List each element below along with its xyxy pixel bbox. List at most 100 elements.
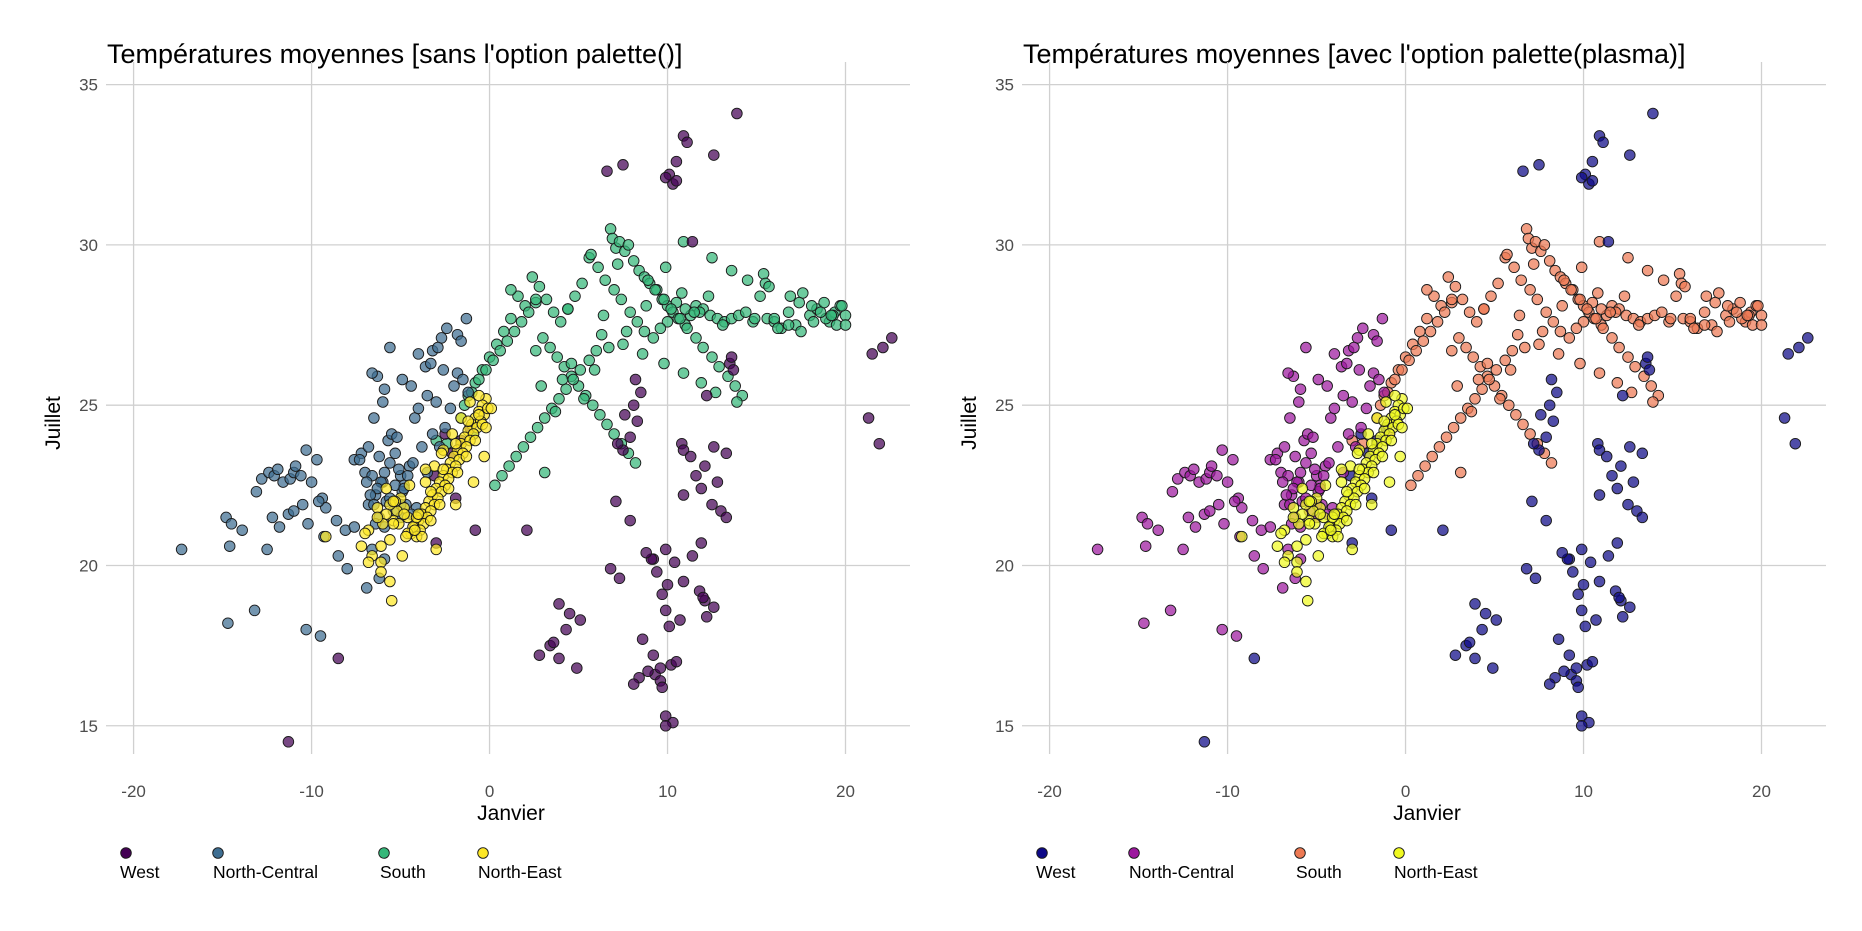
point-south: [807, 316, 820, 328]
point-west: [1529, 572, 1542, 585]
point-west: [720, 511, 733, 524]
point-north-central: [391, 431, 403, 443]
point-north-central: [1138, 617, 1150, 629]
point-north-central: [295, 469, 307, 482]
point-south: [1670, 290, 1682, 302]
point-north-central: [300, 623, 312, 636]
point-west: [553, 652, 565, 665]
point-west: [697, 591, 709, 604]
point-west: [677, 444, 690, 456]
point-north-central: [360, 582, 373, 594]
point-west: [1575, 720, 1588, 732]
point-west: [681, 136, 693, 149]
point-north-central: [364, 489, 377, 501]
point-west: [866, 348, 878, 360]
point-south: [1524, 428, 1536, 440]
point-north-east: [1349, 498, 1362, 511]
point-west: [1520, 562, 1533, 575]
point-south: [1698, 319, 1711, 331]
point-north-central: [1341, 357, 1353, 370]
point-west: [332, 652, 345, 665]
point-north-east: [1376, 450, 1389, 463]
point-west: [1479, 607, 1492, 620]
point-north-east: [412, 508, 425, 520]
point-south: [1463, 306, 1476, 318]
point-south: [706, 251, 718, 264]
point-south: [1723, 316, 1736, 328]
point-west: [1469, 652, 1481, 665]
point-north-central: [1152, 524, 1164, 536]
point-south: [1410, 344, 1422, 357]
x-tick-label: 20: [836, 782, 855, 801]
point-south: [627, 255, 640, 267]
point-south: [818, 296, 830, 309]
point-west: [877, 341, 889, 354]
x-axis-label: Janvier: [1393, 802, 1461, 825]
point-south: [1446, 293, 1458, 306]
point-west: [1449, 649, 1462, 661]
point-west: [1778, 412, 1791, 424]
point-south: [1734, 296, 1746, 309]
point-west: [1463, 636, 1476, 649]
point-south: [1478, 303, 1490, 315]
point-north-central: [1342, 428, 1355, 440]
point-west: [1584, 556, 1597, 569]
point-south: [1454, 466, 1467, 479]
point-north-central: [311, 453, 323, 466]
point-north-east: [320, 530, 332, 543]
point-south: [522, 306, 535, 318]
point-south: [748, 312, 761, 325]
point-north-central: [1376, 312, 1389, 325]
point-north-central: [288, 505, 300, 517]
x-tick-label: 0: [1401, 782, 1410, 801]
point-north-central: [1221, 476, 1234, 488]
point-south: [1440, 431, 1453, 443]
point-north-central: [1351, 332, 1364, 344]
chart-title: Températures moyennes [avec l'option pal…: [1023, 39, 1686, 69]
legend-key-north-east: [1393, 847, 1405, 859]
point-south: [530, 293, 542, 306]
point-south: [1481, 357, 1494, 370]
point-north-east: [1389, 409, 1401, 421]
point-north-east: [449, 437, 462, 450]
point-north-central: [1246, 514, 1259, 527]
y-tick-label: 20: [79, 556, 98, 575]
legend-key-south: [378, 847, 390, 859]
point-south: [524, 431, 537, 443]
point-north-east: [1365, 437, 1378, 450]
point-south: [1540, 306, 1552, 318]
point-north-central: [1312, 373, 1325, 386]
point-north-central: [302, 518, 314, 530]
point-north-east: [416, 530, 428, 543]
point-north-central: [1264, 521, 1277, 533]
point-south: [554, 316, 567, 328]
point-south: [544, 341, 556, 354]
point-north-east: [1314, 508, 1326, 520]
point-south: [1389, 373, 1401, 386]
point-north-central: [236, 524, 248, 536]
point-north-central: [1216, 623, 1228, 636]
point-south: [1574, 357, 1586, 370]
point-south: [1447, 421, 1460, 434]
point-north-central: [1317, 469, 1330, 482]
point-south: [1414, 325, 1426, 338]
point-south: [1403, 354, 1415, 367]
point-south: [1721, 300, 1734, 312]
x-tick-label: 10: [658, 782, 677, 801]
point-north-east: [1335, 476, 1348, 488]
point-south: [658, 357, 670, 370]
point-south: [505, 284, 517, 296]
point-west: [1552, 633, 1565, 645]
point-west: [1547, 415, 1560, 427]
point-north-central: [396, 373, 409, 386]
point-north-east: [1300, 575, 1312, 588]
point-south: [814, 306, 827, 318]
point-north-central: [384, 457, 396, 469]
point-west: [659, 720, 672, 732]
point-south: [1483, 373, 1495, 386]
point-north-east: [433, 498, 446, 511]
point-north-central: [255, 473, 268, 485]
point-south: [661, 316, 674, 328]
point-south: [599, 274, 611, 286]
